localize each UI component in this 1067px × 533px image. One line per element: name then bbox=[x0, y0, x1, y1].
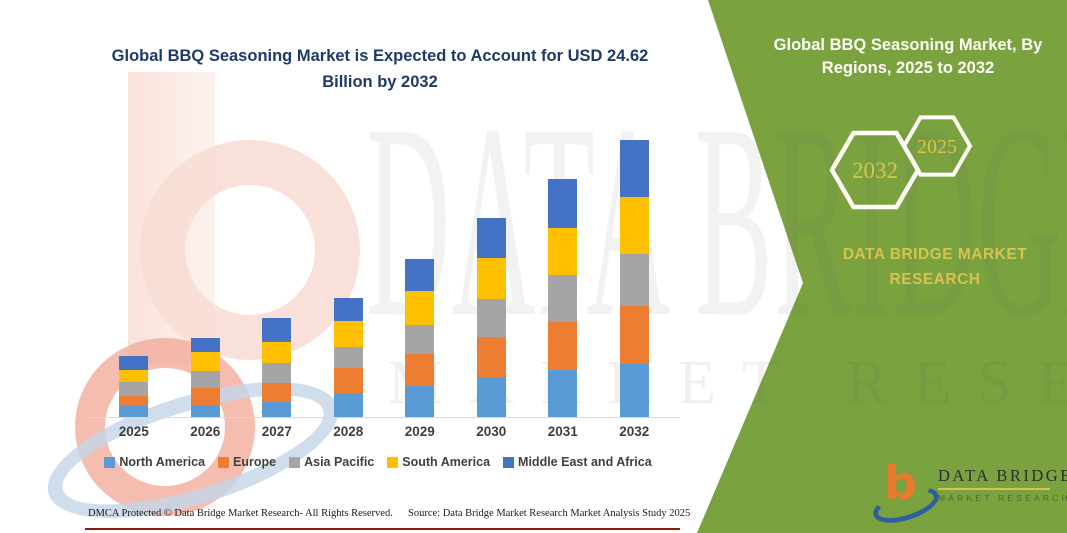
footer-red-rule bbox=[85, 528, 680, 530]
logo-brand-name: DATA BRIDGE bbox=[938, 466, 1067, 485]
stacked-bar-2032 bbox=[619, 140, 649, 417]
hexagon-2032-label: 2032 bbox=[852, 158, 898, 183]
legend-label: Asia Pacific bbox=[304, 455, 375, 469]
side-panel-brand-text: DATA BRIDGE MARKET RESEARCH bbox=[842, 246, 1028, 288]
bar-segment-2031-europe bbox=[548, 322, 578, 370]
legend-label: South America bbox=[402, 455, 491, 469]
bar-segment-2030-south-america bbox=[476, 258, 506, 299]
x-axis-label-2028: 2028 bbox=[333, 424, 364, 439]
bar-segment-2029-europe bbox=[405, 354, 435, 386]
footer-dmca-text: DMCA Protected © Data Bridge Market Rese… bbox=[88, 508, 393, 519]
stacked-bar-2025 bbox=[119, 356, 149, 417]
legend-swatch-icon bbox=[218, 456, 230, 468]
bar-segment-2026-south-america bbox=[190, 351, 220, 371]
footer-source-text: Source: Data Bridge Market Research Mark… bbox=[408, 508, 691, 519]
hexagon-2025-label: 2025 bbox=[917, 136, 957, 158]
bar-segment-2029-south-america bbox=[405, 290, 435, 325]
bar-segment-2029-asia-pacific bbox=[405, 324, 435, 354]
year-hexagons: 2032 2025 bbox=[829, 115, 973, 210]
x-axis-label-2031: 2031 bbox=[547, 424, 578, 439]
plot-area bbox=[98, 127, 670, 417]
logo-subtitle: MARKET RESEARCH bbox=[938, 492, 1067, 503]
bar-segment-2031-asia-pacific bbox=[548, 275, 578, 323]
bar-segment-2028-south-america bbox=[333, 321, 363, 348]
x-axis-label-2025: 2025 bbox=[118, 424, 149, 439]
legend-item-europe: Europe bbox=[218, 455, 276, 469]
bar-segment-2027-middle-east-and-africa bbox=[262, 318, 292, 342]
bar-segment-2032-europe bbox=[619, 305, 649, 365]
bar-segment-2027-south-america bbox=[262, 341, 292, 364]
legend-swatch-icon bbox=[503, 456, 515, 468]
x-axis-baseline bbox=[88, 417, 680, 418]
x-axis-label-2027: 2027 bbox=[261, 424, 292, 439]
bar-segment-2031-south-america bbox=[548, 227, 578, 276]
bar-segment-2028-middle-east-and-africa bbox=[333, 297, 363, 322]
legend-label: Middle East and Africa bbox=[518, 455, 652, 469]
legend-swatch-icon bbox=[289, 456, 301, 468]
legend-swatch-icon bbox=[387, 456, 399, 468]
legend-swatch-icon bbox=[104, 456, 116, 468]
bar-segment-2029-middle-east-and-africa bbox=[405, 259, 435, 291]
stacked-bar-2031 bbox=[548, 179, 578, 417]
bar-segment-2025-asia-pacific bbox=[119, 382, 149, 396]
x-axis-label-2032: 2032 bbox=[619, 424, 650, 439]
legend-item-south-america: South America bbox=[387, 455, 490, 469]
legend-item-north-america: North America bbox=[104, 455, 205, 469]
databridge-logo: b DATA BRIDGE MARKET RESEARCH bbox=[869, 456, 1067, 530]
bar-segment-2031-middle-east-and-africa bbox=[548, 179, 578, 228]
hexagon-2025-icon bbox=[901, 115, 973, 177]
bar-segment-2027-asia-pacific bbox=[262, 363, 292, 384]
stacked-bar-2026 bbox=[190, 338, 220, 417]
stacked-bar-2027 bbox=[262, 318, 292, 417]
bar-segment-2027-europe bbox=[262, 383, 292, 403]
bar-segment-2026-europe bbox=[190, 387, 220, 405]
x-axis-label-2029: 2029 bbox=[404, 424, 435, 439]
bar-segment-2031-north-america bbox=[548, 369, 578, 417]
legend-item-asia-pacific: Asia Pacific bbox=[289, 455, 374, 469]
stacked-bar-2028 bbox=[333, 297, 363, 417]
legend-label: North America bbox=[119, 455, 206, 469]
x-axis-labels: 2025 2026 2027 2028 2029 2030 2031 2032 bbox=[98, 424, 670, 439]
bar-segment-2032-north-america bbox=[619, 364, 649, 417]
bar-segment-2026-north-america bbox=[190, 404, 220, 417]
stacked-bar-2030 bbox=[476, 217, 506, 417]
bar-segment-2025-middle-east-and-africa bbox=[119, 356, 149, 370]
bar-segment-2028-europe bbox=[333, 367, 363, 394]
chart-legend: North America Europe Asia Pacific South Ame… bbox=[78, 455, 678, 469]
bar-segment-2029-north-america bbox=[405, 385, 435, 417]
bar-segment-2026-asia-pacific bbox=[190, 370, 220, 388]
logo-text-block: DATA BRIDGE MARKET RESEARCH bbox=[938, 466, 1067, 503]
stacked-bar-2029 bbox=[405, 259, 435, 417]
bar-segment-2030-europe bbox=[476, 337, 506, 377]
hexagon-2032-icon bbox=[829, 130, 921, 210]
bar-segment-2030-asia-pacific bbox=[476, 298, 506, 338]
bar-segment-2030-north-america bbox=[476, 376, 506, 417]
legend-label: Europe bbox=[233, 455, 277, 469]
legend-item-middle-east-and-africa: Middle East and Africa bbox=[503, 455, 652, 469]
bar-segment-2026-middle-east-and-africa bbox=[190, 338, 220, 352]
bar-segment-2028-asia-pacific bbox=[333, 347, 363, 368]
bar-segment-2025-europe bbox=[119, 395, 149, 406]
chart-title: Global BBQ Seasoning Market is Expected … bbox=[111, 47, 649, 91]
bar-segment-2025-north-america bbox=[119, 405, 149, 417]
x-axis-label-2030: 2030 bbox=[476, 424, 507, 439]
bar-segment-2025-south-america bbox=[119, 369, 149, 383]
bar-segment-2032-middle-east-and-africa bbox=[619, 140, 649, 197]
x-axis-label-2026: 2026 bbox=[190, 424, 221, 439]
bar-segment-2027-north-america bbox=[262, 402, 292, 417]
bar-segment-2032-south-america bbox=[619, 196, 649, 254]
side-panel-title: Global BBQ Seasoning Market, By Regions,… bbox=[773, 36, 1043, 78]
logo-b-icon: b bbox=[884, 456, 917, 510]
logo-underline bbox=[938, 488, 1050, 490]
bar-segment-2030-middle-east-and-africa bbox=[476, 217, 506, 259]
bar-segment-2032-asia-pacific bbox=[619, 253, 649, 306]
bar-segment-2028-north-america bbox=[333, 393, 363, 417]
